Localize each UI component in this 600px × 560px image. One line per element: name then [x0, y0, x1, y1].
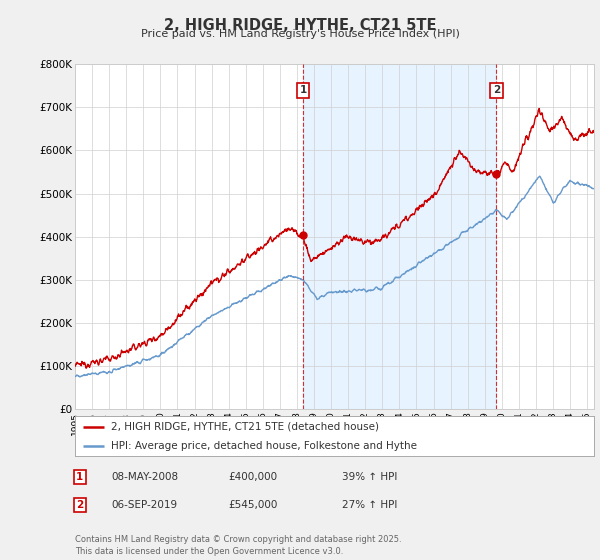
Text: 2: 2: [493, 85, 500, 95]
Text: £400,000: £400,000: [228, 472, 277, 482]
Text: 2, HIGH RIDGE, HYTHE, CT21 5TE: 2, HIGH RIDGE, HYTHE, CT21 5TE: [164, 18, 436, 33]
Text: Price paid vs. HM Land Registry's House Price Index (HPI): Price paid vs. HM Land Registry's House …: [140, 29, 460, 39]
Bar: [303, 64, 496, 409]
Text: £545,000: £545,000: [228, 500, 277, 510]
Text: 39% ↑ HPI: 39% ↑ HPI: [342, 472, 397, 482]
Text: 06-SEP-2019: 06-SEP-2019: [111, 500, 177, 510]
Text: 2, HIGH RIDGE, HYTHE, CT21 5TE (detached house): 2, HIGH RIDGE, HYTHE, CT21 5TE (detached…: [112, 422, 379, 432]
Text: Contains HM Land Registry data © Crown copyright and database right 2025.
This d: Contains HM Land Registry data © Crown c…: [75, 535, 401, 556]
Text: 27% ↑ HPI: 27% ↑ HPI: [342, 500, 397, 510]
Text: HPI: Average price, detached house, Folkestone and Hythe: HPI: Average price, detached house, Folk…: [112, 441, 418, 450]
Text: 1: 1: [299, 85, 307, 95]
Text: 1: 1: [76, 472, 83, 482]
Text: 08-MAY-2008: 08-MAY-2008: [111, 472, 178, 482]
Text: 2: 2: [76, 500, 83, 510]
